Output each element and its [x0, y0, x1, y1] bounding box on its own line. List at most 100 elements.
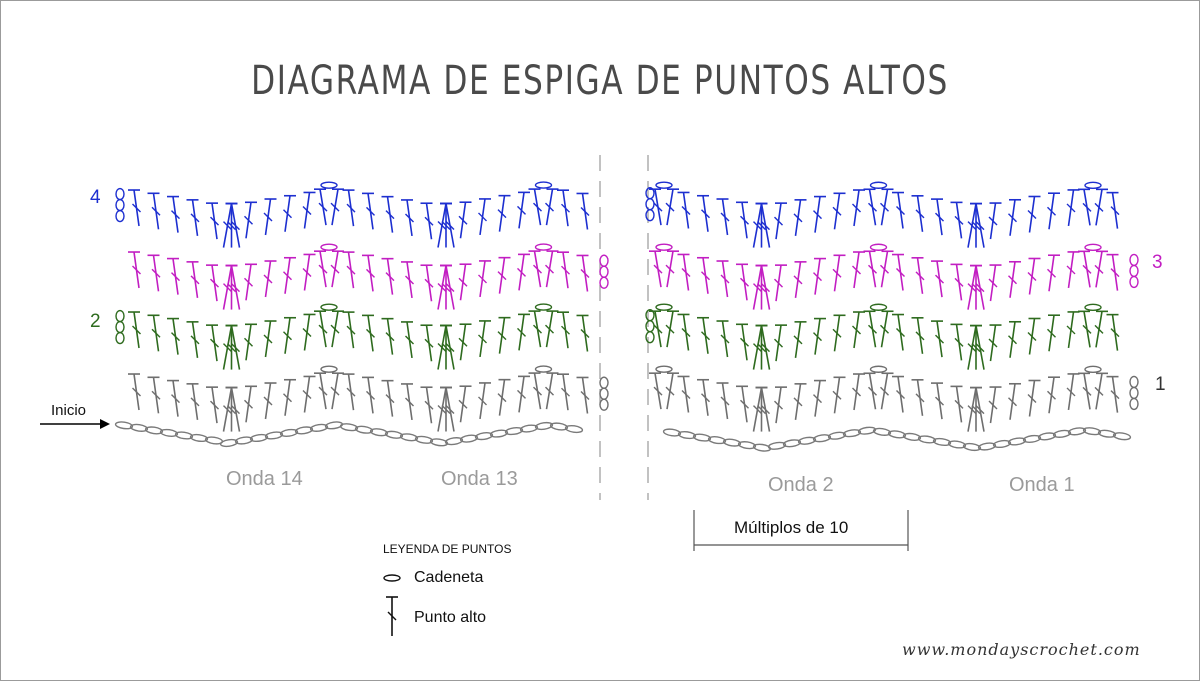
turning-chain — [599, 376, 609, 389]
stitch-slash — [366, 206, 375, 216]
stitch-slash — [478, 274, 487, 284]
stitch-slash — [935, 212, 944, 222]
chain-stitch — [977, 442, 997, 451]
stitch-slash — [171, 210, 180, 220]
turning-chain — [1129, 386, 1139, 400]
stitch-slash — [852, 387, 861, 397]
row-number-4: 4 — [90, 187, 101, 208]
chain-stitch — [414, 435, 434, 444]
chain-stitch — [1067, 427, 1087, 436]
stitch-slash — [561, 387, 570, 397]
stitch-slash — [517, 389, 526, 399]
crest-chain — [869, 365, 888, 373]
row-1-right — [649, 365, 1139, 432]
stitch-slash — [132, 325, 141, 335]
stitch-slash — [318, 264, 328, 274]
stitch-slash — [424, 216, 434, 226]
stitch-slash — [971, 405, 981, 415]
chain-stitch — [812, 434, 832, 443]
foundation-chain-right — [662, 426, 1132, 452]
stitch-slash — [954, 215, 964, 225]
stitch-slash — [1047, 390, 1056, 400]
stitch-slash — [832, 206, 842, 216]
stitch-slash — [868, 324, 877, 334]
stitch-slash — [1094, 264, 1104, 274]
stitch-slash — [151, 206, 161, 216]
multiples-label: Múltiplos de 10 — [734, 518, 849, 537]
stitch-slash — [318, 202, 328, 212]
stitch-slash — [757, 221, 766, 231]
stitch-slash — [441, 283, 451, 292]
stitch-slash — [757, 405, 766, 415]
stitch-slash — [793, 275, 803, 285]
multiples-bracket — [693, 510, 909, 551]
stitch-slash — [533, 324, 542, 334]
chain-stitch — [722, 438, 742, 447]
wave-label-2: Onda 2 — [768, 474, 834, 496]
stitch-slash — [740, 337, 749, 347]
chain-stitch — [339, 423, 359, 432]
stitch-slash — [244, 215, 253, 225]
stitch-slash — [880, 202, 889, 212]
chain-stitch — [947, 440, 967, 449]
stitch-slash — [954, 399, 964, 409]
chain-stitch — [399, 433, 419, 442]
stitch-slash — [701, 209, 710, 219]
stitch-slash — [1082, 324, 1092, 334]
stitch-slash — [967, 405, 977, 415]
stitch-slash — [774, 338, 783, 348]
turning-chain — [115, 320, 125, 334]
stitch-slash — [813, 210, 822, 220]
stitch-slash — [740, 399, 749, 409]
stitch-slash — [517, 267, 526, 277]
stitch-slash — [988, 216, 998, 226]
stitch-slash — [437, 405, 447, 414]
row-1-left — [128, 365, 609, 432]
stitch-slash — [813, 394, 822, 404]
stitch-slash — [880, 386, 889, 396]
stitch-slash — [757, 343, 766, 353]
stitch-slash — [774, 216, 783, 226]
stitch-slash — [896, 268, 905, 278]
stitch-slash — [190, 275, 200, 285]
row-3-right — [649, 243, 1139, 310]
stitch-slash — [283, 393, 292, 403]
stitch-slash — [132, 265, 141, 275]
chain-stitch — [189, 433, 209, 443]
stitch-slash — [302, 389, 312, 399]
website-url: www.mondayscrochet.com — [902, 640, 1141, 659]
stitch-slash — [1066, 265, 1076, 275]
stitch-slash — [244, 337, 253, 347]
stitch-slash — [1027, 332, 1037, 341]
stitch-slash — [971, 343, 981, 353]
chain-stitch — [767, 441, 787, 450]
row-number-3: 3 — [1152, 252, 1163, 273]
chain-stitch — [887, 430, 907, 439]
stitch-slash — [405, 275, 414, 285]
chain-stitch — [564, 424, 584, 434]
stitch-slash — [1066, 325, 1076, 335]
chain-stitch — [797, 436, 817, 445]
stitch-slash — [385, 394, 395, 404]
stitch-slash — [437, 283, 447, 292]
stitch-slash — [774, 400, 783, 410]
chain-stitch — [662, 428, 682, 437]
crest-chain — [869, 243, 888, 251]
turning-chain — [1129, 253, 1139, 267]
chain-stitch — [369, 428, 389, 437]
stitch-slash — [740, 277, 749, 287]
stitch-slash — [681, 267, 691, 277]
stitch-slash — [653, 264, 663, 274]
stitch-slash — [424, 400, 434, 410]
stitch-slash — [437, 343, 447, 352]
chain-stitch — [782, 439, 802, 448]
stitch-slash — [223, 283, 232, 293]
stitch-slash — [330, 386, 340, 396]
chain-stitch — [249, 433, 269, 443]
stitch-slash — [868, 264, 877, 274]
chain-stitch — [737, 441, 757, 450]
stitch-slash — [445, 283, 455, 292]
stitch-slash — [545, 386, 554, 396]
stitch-slash — [151, 390, 161, 400]
